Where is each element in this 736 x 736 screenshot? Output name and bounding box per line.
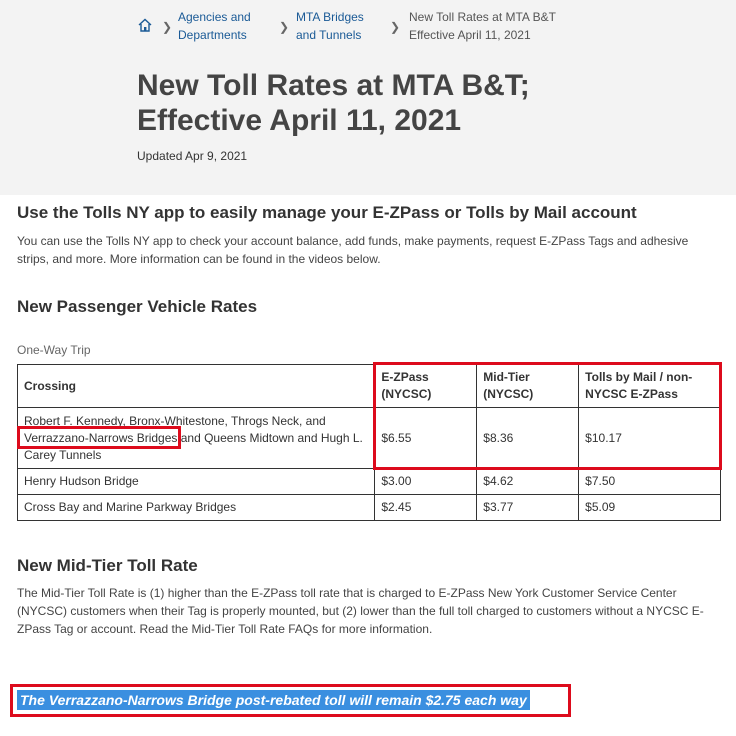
cell-text: Robert F. Kennedy, Bronx-Whitestone, Thr…: [24, 413, 326, 428]
passenger-rates-table: Crossing E-ZPass (NYCSC) Mid-Tier (NYCSC…: [16, 364, 721, 521]
ezpass-rate-cell: $6.55: [374, 407, 478, 469]
paragraph-line: The Mid-Tier Toll Rate is (1) higher tha…: [17, 586, 677, 600]
crossing-cell: Henry Hudson Bridge: [16, 468, 376, 495]
cell-text-annotated: Verrazzano-Narrows Bridges: [24, 430, 178, 445]
mid-tier-rate-cell: $3.77: [476, 494, 580, 521]
page-title: New Toll Rates at MTA B&T; Effective Apr…: [137, 68, 697, 138]
table-caption: One-Way Trip: [17, 343, 91, 357]
cell-text: and Queens Midtown and Hugh L.: [177, 430, 363, 445]
breadcrumb-agencies-and-departments[interactable]: Agencies and Departments: [178, 8, 251, 44]
column-header-crossing: Crossing: [16, 364, 376, 408]
header-line: NYCSC E-ZPass: [585, 387, 678, 401]
breadcrumb-label: New Toll Rates at MTA B&T: [409, 10, 556, 24]
chevron-right-icon: ❯: [279, 20, 290, 34]
cell-text: Carey Tunnels: [24, 447, 102, 462]
ezpass-rate-cell: $3.00: [374, 468, 478, 495]
header-line: Tolls by Mail / non-: [585, 370, 693, 384]
table-row: Robert F. Kennedy, Bronx-Whitestone, Thr…: [16, 407, 721, 469]
tolls-by-mail-rate-cell: $10.17: [578, 407, 721, 469]
header-line: E-ZPass: [381, 370, 429, 384]
paragraph-line: (NYCSC) customers when their Tag is prop…: [17, 604, 704, 618]
page-title-line: Effective April 11, 2021: [137, 104, 462, 137]
crossing-cell: Cross Bay and Marine Parkway Bridges: [16, 494, 376, 521]
app-section-heading: Use the Tolls NY app to easily manage yo…: [17, 203, 637, 222]
chevron-right-icon: ❯: [390, 20, 401, 34]
column-header-ezpass: E-ZPass (NYCSC): [374, 364, 478, 408]
mid-tier-text: The Mid-Tier Toll Rate is (1) higher tha…: [17, 584, 704, 638]
paragraph-line: You can use the Tolls NY app to check yo…: [17, 234, 689, 248]
breadcrumb-label: MTA Bridges: [296, 10, 364, 24]
mid-tier-rate-cell: $4.62: [476, 468, 580, 495]
column-header-tolls-by-mail: Tolls by Mail / non- NYCSC E-ZPass: [578, 364, 721, 408]
tolls-by-mail-rate-cell: $5.09: [578, 494, 721, 521]
ezpass-rate-cell: $2.45: [374, 494, 478, 521]
breadcrumb-current-page: New Toll Rates at MTA B&T Effective Apri…: [409, 8, 556, 44]
page-header: ❯ Agencies and Departments ❯ MTA Bridges…: [0, 0, 736, 195]
breadcrumb-mta-bridges-and-tunnels[interactable]: MTA Bridges and Tunnels: [296, 8, 364, 44]
passenger-rates-heading: New Passenger Vehicle Rates: [17, 297, 258, 316]
chevron-right-icon: ❯: [162, 20, 173, 34]
home-icon[interactable]: [137, 17, 153, 33]
header-line: Mid-Tier: [483, 370, 530, 384]
tolls-by-mail-rate-cell: $7.50: [578, 468, 721, 495]
app-section-text: You can use the Tolls NY app to check yo…: [17, 232, 688, 268]
mid-tier-rate-cell: $8.36: [476, 407, 580, 469]
breadcrumb-label: Agencies and: [178, 10, 251, 24]
table-header-row: Crossing E-ZPass (NYCSC) Mid-Tier (NYCSC…: [16, 364, 721, 408]
breadcrumb-label: Effective April 11, 2021: [409, 28, 531, 42]
column-header-mid-tier: Mid-Tier (NYCSC): [476, 364, 580, 408]
table-row: Henry Hudson Bridge $3.00 $4.62 $7.50: [16, 468, 721, 495]
selected-highlight-text[interactable]: The Verrazzano-Narrows Bridge post-rebat…: [17, 690, 530, 710]
crossing-cell: Robert F. Kennedy, Bronx-Whitestone, Thr…: [16, 407, 376, 469]
header-line: (NYCSC): [483, 387, 534, 401]
breadcrumb-label: and Tunnels: [296, 28, 362, 42]
mid-tier-heading: New Mid-Tier Toll Rate: [17, 556, 198, 575]
updated-date: Updated Apr 9, 2021: [137, 149, 248, 163]
paragraph-line: strips, and more. More information can b…: [17, 252, 381, 266]
paragraph-line: ZPass Tag or account. Read the Mid-Tier …: [17, 622, 433, 636]
breadcrumb-label: Departments: [178, 28, 247, 42]
table-row: Cross Bay and Marine Parkway Bridges $2.…: [16, 494, 721, 521]
header-line: (NYCSC): [381, 387, 432, 401]
page-title-line: New Toll Rates at MTA B&T;: [137, 69, 530, 102]
